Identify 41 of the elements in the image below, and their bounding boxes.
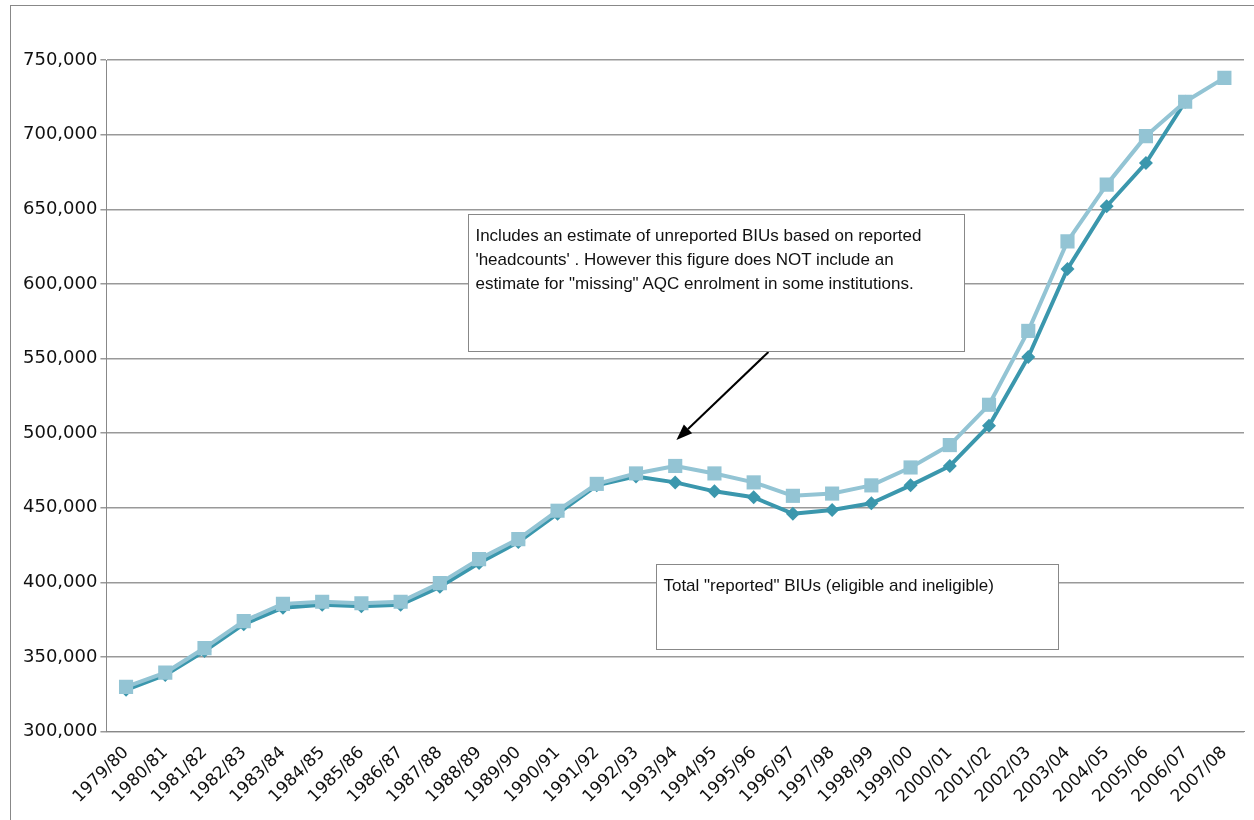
point (785, 488, 800, 503)
point (903, 478, 918, 493)
y-tick-label: 300,000 (23, 719, 98, 741)
point (707, 466, 722, 481)
point (864, 478, 879, 493)
y-tick-label: 500,000 (23, 420, 98, 442)
y-tick-label: 700,000 (23, 122, 98, 144)
point (707, 484, 722, 499)
annotation: Includes an estimate of unreported BIUs based on reported 'headcounts' . However this figure does NOT include an estimate for "missing" AQC enrolment in some institutions. (475, 225, 923, 295)
point (942, 438, 957, 453)
point (864, 496, 879, 511)
point (1138, 129, 1154, 144)
point (1138, 155, 1153, 170)
point (1021, 350, 1036, 365)
point (981, 397, 997, 412)
point (982, 418, 997, 433)
point (1060, 234, 1075, 249)
point (668, 475, 683, 490)
y-tick-label: 750,000 (23, 47, 98, 69)
point (746, 490, 761, 505)
y-tick-label: 450,000 (23, 495, 98, 517)
point (825, 503, 840, 517)
point (668, 458, 683, 474)
point (1099, 199, 1114, 214)
point (825, 486, 840, 501)
y-tick-label: 550,000 (23, 346, 98, 368)
point (746, 475, 761, 490)
point (1099, 177, 1114, 192)
point (942, 458, 957, 473)
point (197, 640, 212, 656)
point (1060, 261, 1075, 276)
annotation: Total "reported" BIUs (eligible and ineligible) (663, 575, 995, 597)
point (785, 506, 800, 521)
point (1021, 323, 1036, 338)
y-tick-label: 400,000 (23, 570, 98, 592)
point (1217, 70, 1232, 85)
y-tick-label: 600,000 (23, 271, 98, 293)
point (275, 596, 291, 611)
point (903, 460, 918, 475)
y-tick-label: 650,000 (23, 196, 98, 218)
y-tick-label: 350,000 (23, 644, 98, 666)
